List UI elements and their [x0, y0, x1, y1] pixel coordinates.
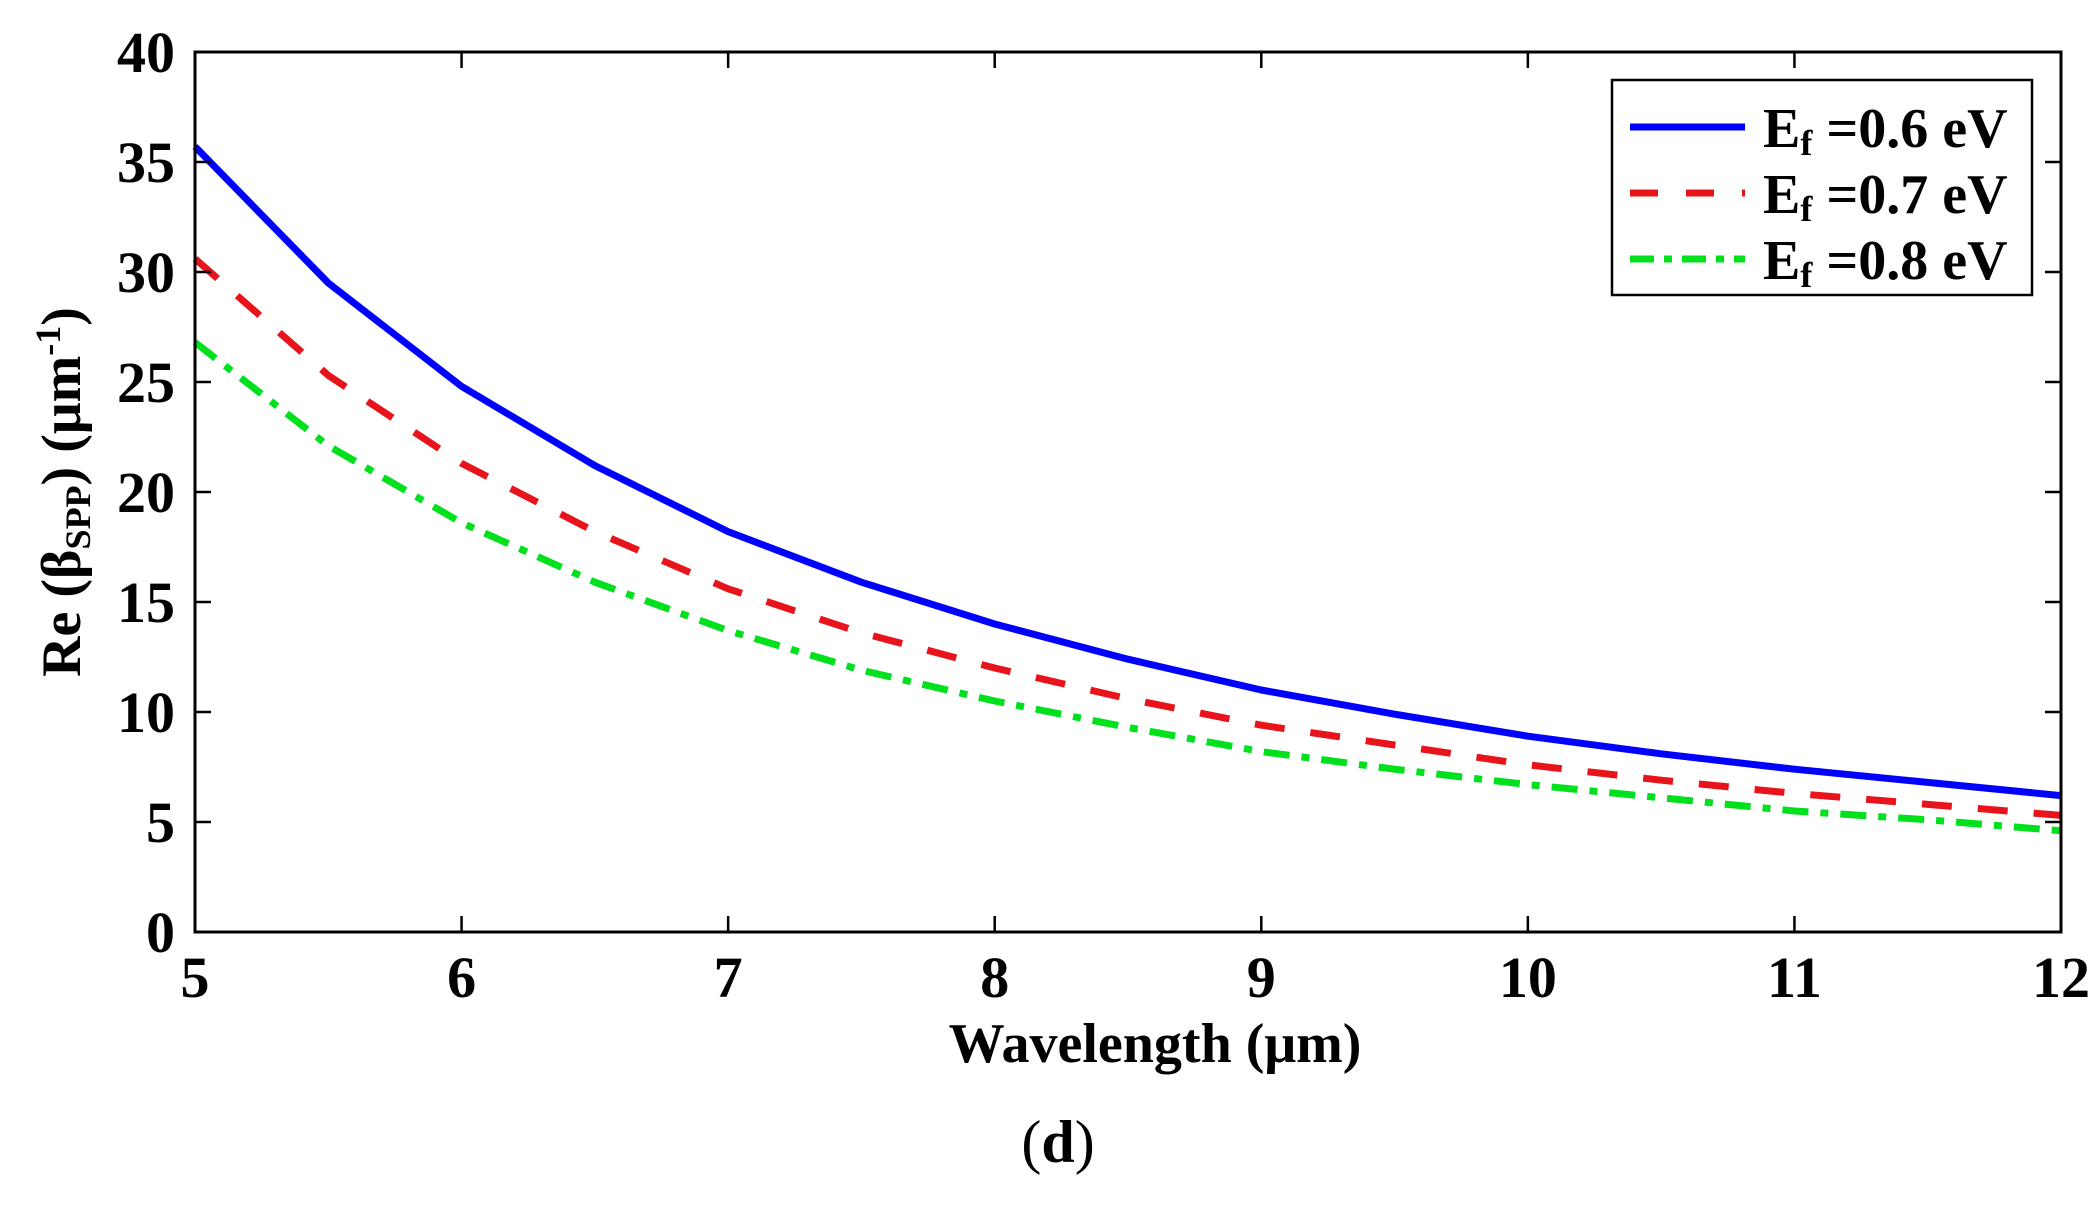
y-tick-label: 5 — [146, 790, 175, 855]
y-tick-label: 0 — [146, 900, 175, 965]
y-axis-title-sup: -1 — [28, 326, 68, 356]
y-tick-label: 25 — [117, 350, 175, 415]
legend-label-rest: =0.7 eV — [1812, 164, 2007, 226]
legend-label-2: Ef =0.7 eV — [1763, 164, 2008, 229]
y-tick-label: 15 — [117, 570, 175, 635]
panel-label-open: ( — [1021, 1109, 1041, 1175]
panel-label-close: ) — [1075, 1109, 1095, 1175]
legend-label-1: Ef =0.6 eV — [1763, 98, 2008, 163]
x-tick-label: 9 — [1247, 945, 1276, 1010]
x-tick-label: 7 — [714, 945, 743, 1010]
series-layer — [192, 144, 2062, 835]
panel-label-letter: d — [1041, 1109, 1074, 1175]
x-tick-label: 10 — [1499, 945, 1557, 1010]
legend-label-sub: f — [1800, 255, 1813, 295]
legend-label-main: E — [1763, 230, 1800, 292]
y-axis-title-mid: ) (μm — [31, 356, 93, 486]
x-tick-label: 12 — [2032, 945, 2090, 1010]
y-tick-label: 20 — [117, 460, 175, 525]
y-axis-title-sub: SPP — [58, 485, 98, 549]
series-line-1 — [192, 144, 2062, 800]
legend-label-rest: =0.8 eV — [1812, 230, 2007, 292]
panel-label: (d) — [1021, 1109, 1094, 1175]
y-tick-label: 30 — [117, 240, 175, 305]
legend-label-sub: f — [1800, 189, 1813, 229]
y-tick-label: 40 — [117, 20, 175, 85]
x-tick-label: 11 — [1767, 945, 1822, 1010]
x-tick-label: 6 — [447, 945, 476, 1010]
legend-label-sub: f — [1800, 123, 1813, 163]
x-tick-label: 5 — [181, 945, 210, 1010]
y-axis-title-prefix: Re (β — [31, 549, 93, 676]
x-tick-label: 8 — [980, 945, 1009, 1010]
y-tick-label: 10 — [117, 680, 175, 745]
y-axis-title-suffix: ) — [31, 307, 93, 326]
y-axis-title: Re (βSPP) (μm-1) — [28, 307, 98, 677]
legend-label-rest: =0.6 eV — [1812, 98, 2007, 160]
legend-label-3: Ef =0.8 eV — [1763, 230, 2008, 295]
x-axis-title: Wavelength (μm) — [949, 1013, 1362, 1075]
y-tick-label: 35 — [117, 130, 175, 195]
legend-label-main: E — [1763, 164, 1800, 226]
series-line-3 — [192, 339, 2062, 835]
legend-label-main: E — [1763, 98, 1800, 160]
